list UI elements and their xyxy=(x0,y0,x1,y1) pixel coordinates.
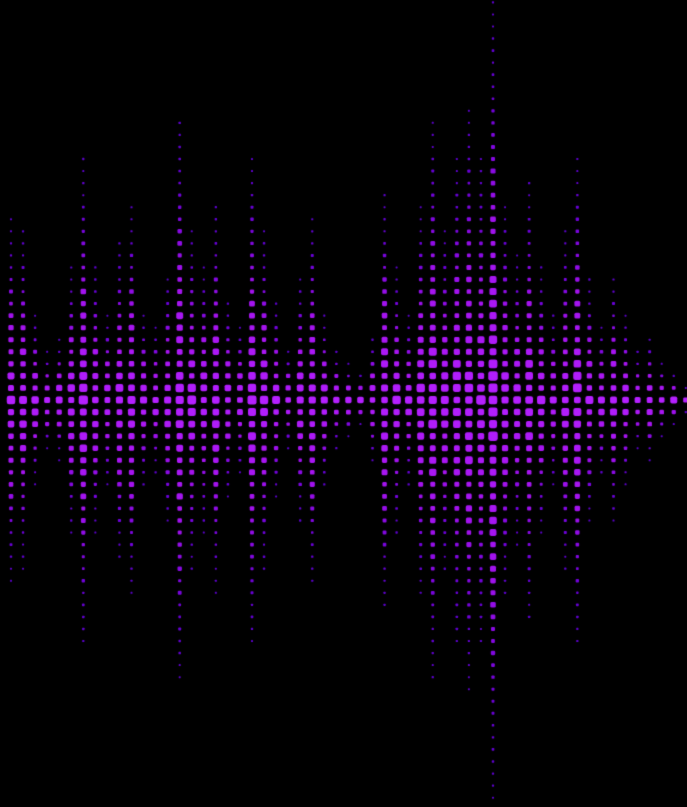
waveform-dot-matrix-canvas[interactable] xyxy=(0,0,687,807)
waveform-visualization[interactable] xyxy=(0,0,687,807)
